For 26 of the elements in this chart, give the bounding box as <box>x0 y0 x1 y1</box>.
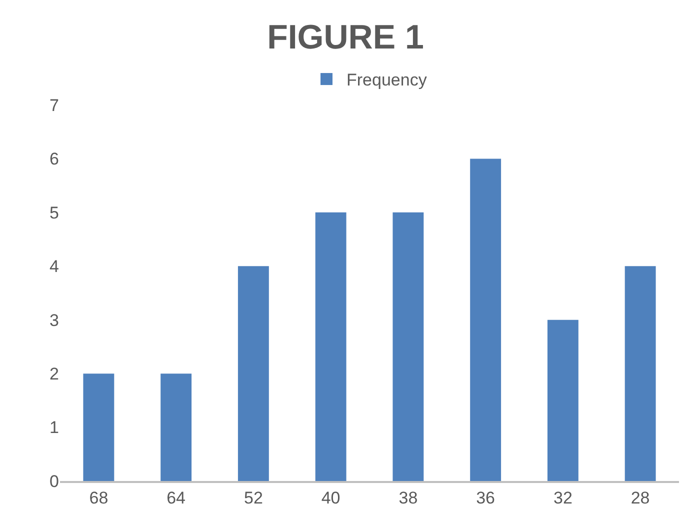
x-tick-label: 68 <box>89 488 108 508</box>
x-tick-label: 40 <box>321 488 340 508</box>
y-tick-label: 1 <box>50 418 59 438</box>
bar <box>624 266 656 481</box>
x-tick-label: 52 <box>244 488 263 508</box>
bar <box>470 158 502 481</box>
chart-title: FIGURE 1 <box>267 18 424 57</box>
x-tick-label: 64 <box>166 488 186 508</box>
y-tick-label: 0 <box>50 472 59 491</box>
bar <box>238 266 269 481</box>
y-tick-label: 5 <box>50 203 59 222</box>
y-tick-label: 3 <box>50 310 59 330</box>
bar <box>315 212 346 481</box>
x-tick-label: 32 <box>553 488 572 508</box>
bar <box>392 212 424 481</box>
bar <box>83 374 114 481</box>
bar <box>547 320 578 481</box>
x-tick-label: 36 <box>476 488 496 508</box>
bar <box>160 374 192 481</box>
y-tick-label: 7 <box>50 96 59 115</box>
x-tick-label: 38 <box>398 488 418 508</box>
y-tick-label: 4 <box>50 257 59 276</box>
legend-label: Frequency <box>346 70 428 90</box>
x-tick-label: 28 <box>630 488 650 508</box>
y-tick-label: 2 <box>50 364 59 384</box>
y-tick-label: 6 <box>50 150 59 169</box>
